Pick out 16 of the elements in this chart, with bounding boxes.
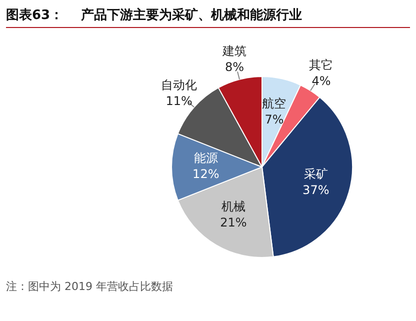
data-label: 11%: [166, 94, 192, 108]
data-label: 7%: [264, 112, 284, 126]
chart-title: 图表63： 产品下游主要为采矿、机械和能源行业: [6, 6, 302, 24]
slice-label: 航空: [262, 96, 286, 110]
text: 注：图中为 2019 年营收占比数据: [6, 279, 173, 295]
slice-label: 其它: [309, 58, 334, 72]
data-label: 8%: [224, 60, 244, 74]
slice-label: 机械: [221, 199, 246, 214]
data-label: 4%: [312, 74, 331, 88]
data-label: 21%: [220, 215, 247, 230]
slice-label: 自动化: [161, 78, 198, 92]
data-label: 12%: [192, 167, 220, 182]
data-label: 37%: [302, 182, 330, 197]
slice-label: 能源: [194, 151, 218, 166]
slice-label: 建筑: [222, 44, 247, 58]
slice-label: 采矿: [304, 166, 328, 181]
